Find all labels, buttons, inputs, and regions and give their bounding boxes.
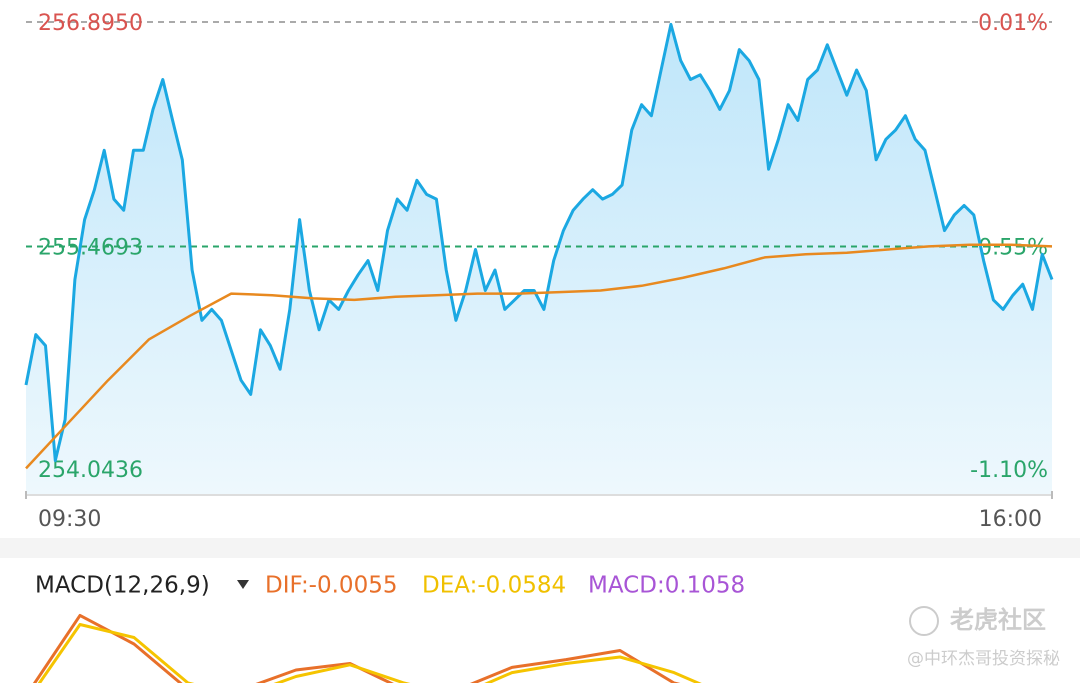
line-series	[24, 22, 1054, 462]
line-series	[32, 613, 681, 683]
price-area	[26, 24, 1052, 496]
credit: @中环杰哥投资探秘	[907, 649, 1060, 669]
dif-text: DIF:-0.0055	[265, 573, 397, 599]
separator	[0, 538, 1080, 558]
dropdown-icon[interactable]	[237, 580, 249, 589]
right-label: -1.10%	[970, 458, 1048, 483]
line-series	[37, 623, 702, 683]
macd-text: MACD:0.1058	[588, 573, 745, 599]
right-label: 0.01%	[978, 11, 1048, 36]
x-tick-label: 09:30	[38, 507, 101, 532]
right-label: 0.55%	[978, 236, 1048, 261]
watermark: 老虎社区	[950, 606, 1046, 634]
macd-label[interactable]: MACD(12,26,9)	[35, 573, 210, 599]
watermark-icon	[909, 606, 939, 636]
dea-text: DEA:-0.0584	[422, 573, 566, 599]
y-tick-label: 254.0436	[38, 458, 143, 483]
macd-panel	[32, 613, 702, 683]
y-tick-label: 256.8950	[38, 11, 143, 36]
y-tick-label: 255.4693	[38, 236, 143, 261]
x-tick-label: 16:00	[979, 507, 1042, 532]
line-series	[25, 243, 1053, 470]
